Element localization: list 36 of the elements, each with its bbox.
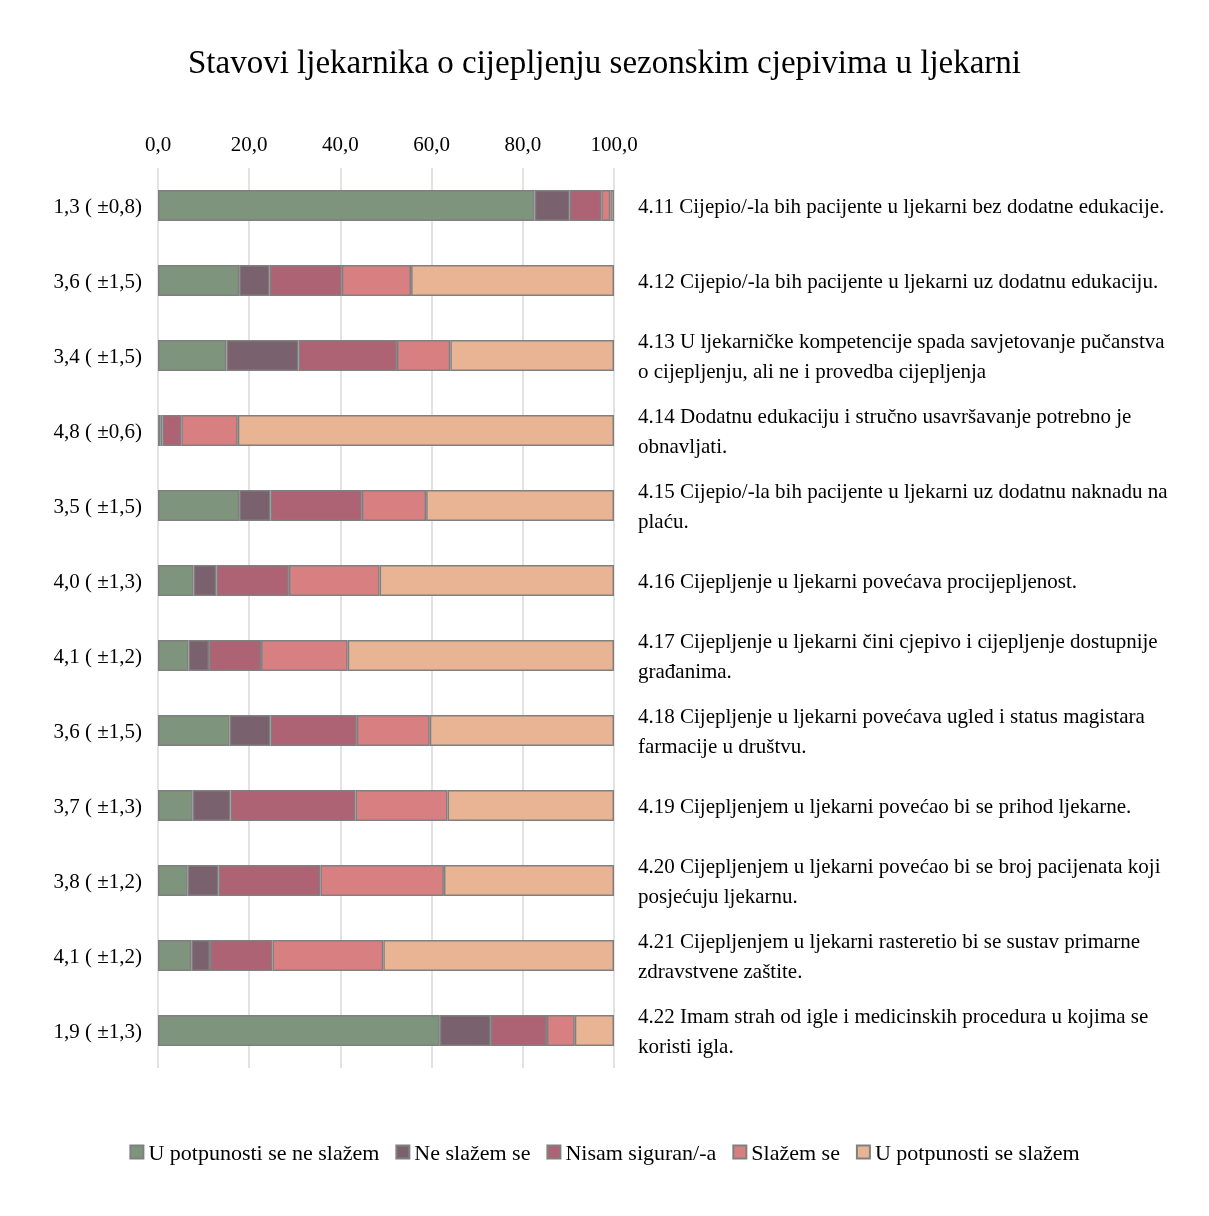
y-tick-label: 4,1 ( ±1,2) bbox=[53, 943, 142, 968]
y2-tick-label: 4.22 Imam strah od igle i medicinskih procedura u kojima se koristi igla. bbox=[638, 1003, 1154, 1058]
legend-label: U potpunosti se slažem bbox=[874, 1139, 1080, 1165]
x-tick-label: 80,0 bbox=[504, 131, 542, 156]
legend-label: Slažem se bbox=[751, 1139, 840, 1165]
y-tick-label: 1,3 ( ±0,8) bbox=[53, 193, 142, 218]
x-tick-label: 0,0 bbox=[144, 131, 172, 156]
legend-label: Ne slažem se bbox=[414, 1139, 531, 1165]
y2-tick-label: 4.17 Cijepljenje u ljekarni čini cjepivo i cijepljenje dostupnije građanima. bbox=[638, 628, 1163, 683]
y-tick-label: 4,8 ( ±0,6) bbox=[53, 418, 142, 443]
y-tick-label: 4,0 ( ±1,3) bbox=[53, 568, 142, 593]
y2-tick-label: 4.13 U ljekarničke kompetencije spada savjetovanje pučanstva o cijepljenju, ali ne i provedba cijepljenja bbox=[638, 328, 1170, 383]
y-tick-label: 1,9 ( ±1,3) bbox=[53, 1018, 142, 1043]
x-tick-label: 40,0 bbox=[322, 131, 359, 156]
y2-tick-label: 4.21 Cijepljenjem u ljekarni rasteretio bi se sustav primarne zdravstvene zaštite. bbox=[638, 928, 1146, 983]
y2-tick-label: 4.14 Dodatnu edukaciju i stručno usavršavanje potrebno je obnavljati. bbox=[638, 403, 1137, 458]
x-tick-label: 60,0 bbox=[413, 131, 450, 156]
y2-tick-label: 4.16 Cijepljenje u ljekarni povećava procijepljenost. bbox=[638, 568, 1078, 593]
legend-label: Nisam siguran/-a bbox=[565, 1139, 717, 1165]
y-tick-label: 3,6 ( ±1,5) bbox=[53, 268, 142, 293]
y-tick-label: 4,1 ( ±1,2) bbox=[53, 643, 142, 668]
y2-tick-label: 4.11 Cijepio/-la bih pacijente u ljekarni bez dodatne edukacije. bbox=[638, 193, 1165, 218]
x-tick-label: 100,0 bbox=[590, 131, 638, 156]
chart-title: Stavovi ljekarnika o cijepljenju sezonskim cjepivima u ljekarni bbox=[187, 43, 1022, 80]
y2-tick-label: 4.12 Cijepio/-la bih pacijente u ljekarni uz dodatnu edukaciju. bbox=[638, 268, 1159, 293]
legend-label: U potpunosti se ne slažem bbox=[148, 1139, 380, 1165]
y2-tick-label: 4.19 Cijepljenjem u ljekarni povećao bi se prihod ljekarne. bbox=[638, 793, 1132, 818]
y2-tick-label: 4.15 Cijepio/-la bih pacijente u ljekarni uz dodatnu naknadu na plaću. bbox=[638, 478, 1173, 533]
y2-tick-label: 4.20 Cijepljenjem u ljekarni povećao bi se broj pacijenata koji posjećuju ljekarnu. bbox=[638, 853, 1166, 908]
y-tick-label: 3,6 ( ±1,5) bbox=[53, 718, 142, 743]
y-tick-label: 3,7 ( ±1,3) bbox=[53, 793, 142, 818]
y2-tick-label: 4.18 Cijepljenje u ljekarni povećava ugled i status magistara farmacije u društvu. bbox=[638, 703, 1151, 758]
y-tick-label: 3,5 ( ±1,5) bbox=[53, 493, 142, 518]
y-tick-label: 3,8 ( ±1,2) bbox=[53, 868, 142, 893]
x-tick-label: 20,0 bbox=[230, 131, 268, 156]
y-tick-label: 3,4 ( ±1,5) bbox=[53, 343, 142, 368]
